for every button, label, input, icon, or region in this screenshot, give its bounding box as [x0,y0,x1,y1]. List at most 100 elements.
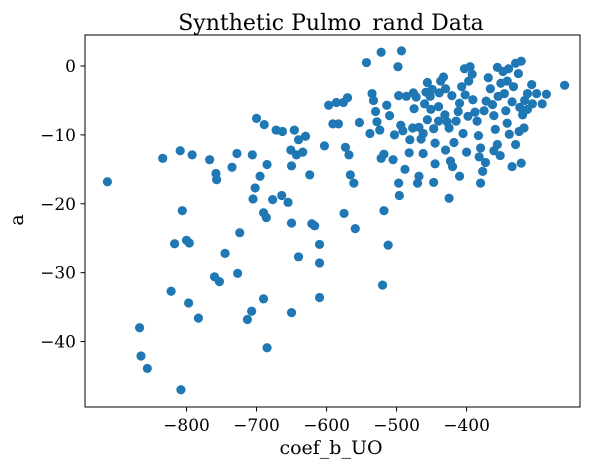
x-tick-label: −400 [443,416,490,436]
data-point [527,99,537,109]
data-point [531,88,542,99]
data-point [389,130,400,140]
data-point [467,69,477,79]
data-point [430,138,440,148]
data-point [233,268,243,278]
data-point [235,228,245,238]
data-point [490,124,500,134]
data-point [515,102,525,112]
y-tick-label: −30 [40,264,76,284]
x-tick-label: −700 [233,416,280,436]
data-point [502,76,512,86]
data-point [454,171,465,181]
data-point [212,175,222,185]
data-point [286,161,297,171]
data-point [426,104,436,114]
data-point [412,178,423,188]
plot-frame [84,34,581,408]
data-point [262,343,272,353]
data-point [158,153,168,163]
data-point [409,104,419,114]
data-point [513,68,523,79]
data-point [349,178,359,188]
data-point [319,141,330,151]
data-point [479,106,489,116]
y-tick-label: 0 [65,57,76,77]
data-point [293,252,304,262]
chart-title: Synthetic Pulmo_rand Data [178,11,484,36]
data-point [368,95,379,106]
data-point [451,116,461,126]
data-point [460,90,470,100]
data-point [480,157,491,168]
data-point [227,162,237,172]
data-point [187,150,197,160]
data-point [372,117,382,127]
x-tick-label: −500 [373,416,420,436]
data-point [475,143,486,153]
data-point [560,80,570,90]
data-point [361,57,372,68]
data-point [384,111,395,121]
data-point [438,72,449,82]
data-point [434,88,444,98]
data-point [472,116,482,126]
data-point [468,95,478,105]
data-point [314,258,325,268]
data-point [388,155,398,165]
data-point [258,294,269,304]
data-point [440,145,451,155]
data-point [411,92,421,102]
data-point [135,323,145,333]
data-point [394,91,404,101]
data-point [492,62,502,72]
data-point [376,47,386,57]
data-point [516,158,526,168]
data-point [478,166,488,176]
data-point [102,177,112,187]
data-point [394,190,404,201]
data-points [102,46,570,395]
data-point [251,113,262,123]
data-point [418,148,428,159]
data-point [470,107,480,117]
data-point [262,159,272,170]
data-point [310,221,320,231]
data-point [393,62,403,72]
data-point [519,123,529,133]
data-point [177,206,187,216]
data-point [537,99,547,109]
data-point [136,351,146,361]
data-point [344,150,354,160]
data-point [444,123,454,133]
data-point [277,190,287,201]
data-point [375,125,385,135]
data-point [433,116,444,126]
data-point [354,117,365,128]
data-point [429,124,439,134]
data-point [333,119,344,129]
data-point [232,148,242,159]
data-point [170,239,180,249]
data-point [376,153,386,163]
data-point [286,308,297,318]
data-point [220,248,230,258]
data-point [377,280,388,290]
data-point [305,170,315,180]
data-point [433,102,444,112]
data-point [485,84,495,94]
data-point [205,155,215,165]
data-point [277,126,288,137]
data-point [242,314,253,325]
y-tick-label: −40 [40,333,76,353]
data-point [457,82,467,92]
data-point [176,385,186,395]
data-point [427,84,437,95]
data-point [400,164,410,174]
data-point [501,106,511,116]
y-tick-label: −20 [40,195,76,215]
data-point [298,147,308,157]
data-point [416,134,426,144]
data-point [350,223,360,234]
data-point [175,146,185,156]
